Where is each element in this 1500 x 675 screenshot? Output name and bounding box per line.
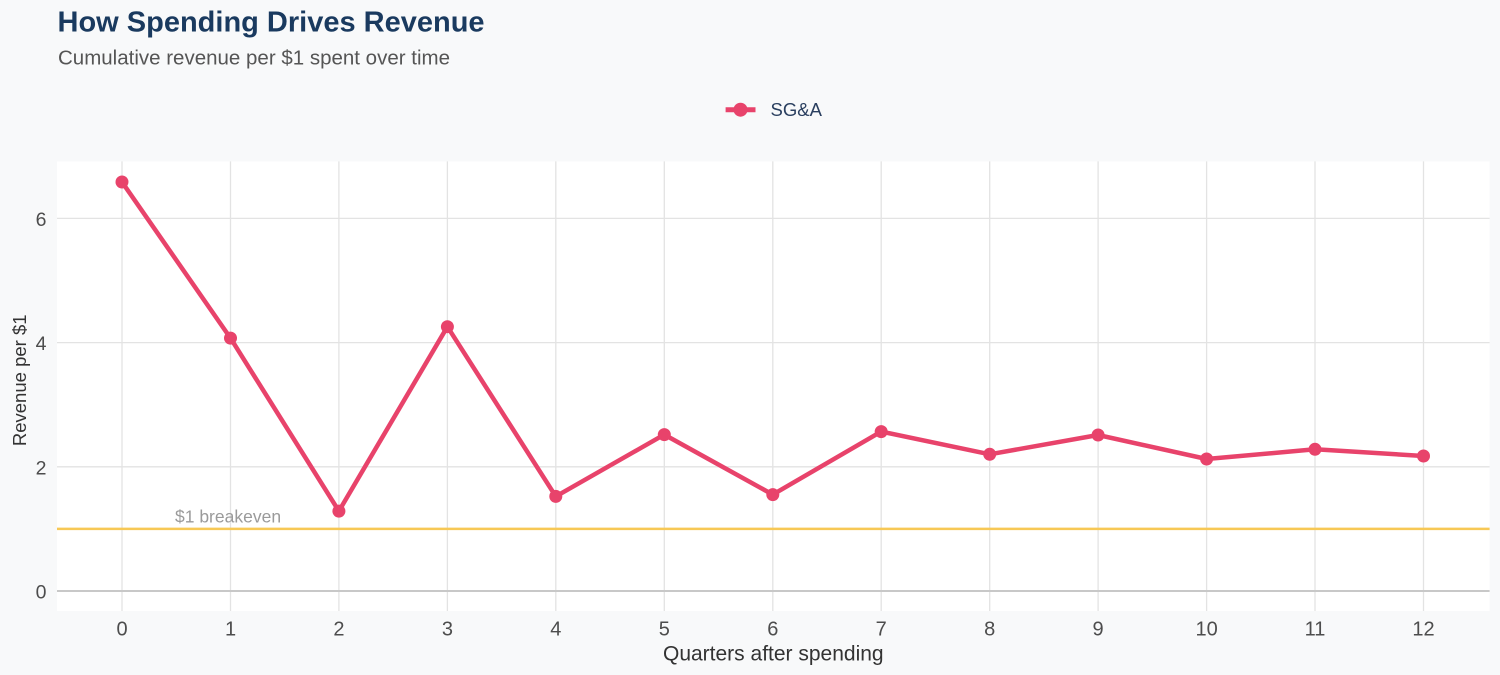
svg-text:1: 1 — [225, 619, 236, 641]
svg-text:12: 12 — [1412, 619, 1434, 641]
svg-text:10: 10 — [1195, 619, 1217, 641]
svg-text:3: 3 — [442, 619, 453, 641]
svg-text:7: 7 — [876, 619, 887, 641]
svg-text:2: 2 — [36, 457, 47, 479]
svg-text:SG&A: SG&A — [771, 99, 823, 120]
svg-text:6: 6 — [36, 209, 47, 231]
svg-text:5: 5 — [659, 619, 670, 641]
svg-text:$1 breakeven: $1 breakeven — [175, 507, 281, 527]
svg-text:Cumulative revenue per $1 spen: Cumulative revenue per $1 spent over tim… — [58, 47, 450, 70]
svg-text:4: 4 — [36, 333, 47, 355]
svg-text:9: 9 — [1093, 619, 1104, 641]
svg-text:Revenue per $1: Revenue per $1 — [9, 314, 30, 446]
svg-text:2: 2 — [333, 619, 344, 641]
svg-text:4: 4 — [550, 619, 561, 641]
svg-text:8: 8 — [984, 619, 995, 641]
svg-text:11: 11 — [1305, 619, 1326, 641]
svg-text:6: 6 — [767, 619, 778, 641]
svg-text:Quarters after spending: Quarters after spending — [663, 642, 884, 665]
svg-text:0: 0 — [116, 619, 127, 641]
svg-text:How Spending Drives Revenue: How Spending Drives Revenue — [58, 7, 485, 39]
svg-text:0: 0 — [36, 582, 47, 604]
